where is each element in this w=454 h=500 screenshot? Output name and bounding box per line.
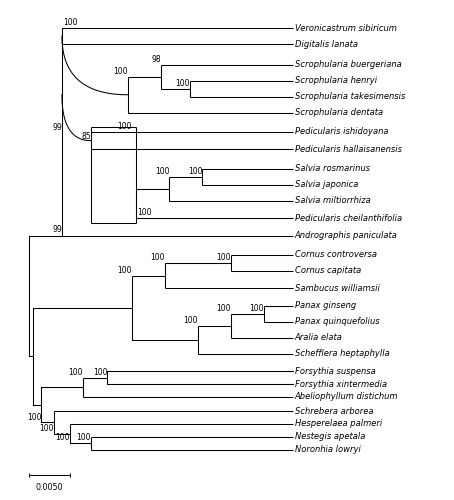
Text: Salvia miltiorrhiza: Salvia miltiorrhiza xyxy=(295,196,370,205)
Text: Scrophularia buergeriana: Scrophularia buergeriana xyxy=(295,60,401,70)
Text: Abeliophyllum distichum: Abeliophyllum distichum xyxy=(295,392,398,402)
Text: Schrebera arborea: Schrebera arborea xyxy=(295,406,373,416)
Text: Pedicularis hallaisanensis: Pedicularis hallaisanensis xyxy=(295,145,402,154)
Text: 100: 100 xyxy=(93,368,107,377)
Text: Cornus controversa: Cornus controversa xyxy=(295,250,377,260)
Text: 100: 100 xyxy=(56,434,70,442)
Text: 100: 100 xyxy=(175,79,190,88)
Text: 100: 100 xyxy=(68,368,83,377)
Text: Andrographis paniculata: Andrographis paniculata xyxy=(295,231,398,240)
Text: Salvia japonica: Salvia japonica xyxy=(295,180,358,189)
Text: Salvia rosmarinus: Salvia rosmarinus xyxy=(295,164,370,173)
Text: 100: 100 xyxy=(63,18,78,26)
Text: Hesperelaea palmeri: Hesperelaea palmeri xyxy=(295,420,382,428)
Text: Pedicularis ishidoyana: Pedicularis ishidoyana xyxy=(295,128,388,136)
Text: Cornus capitata: Cornus capitata xyxy=(295,266,361,276)
Text: 100: 100 xyxy=(217,253,231,262)
Text: 98: 98 xyxy=(151,55,161,64)
Text: Panax quinquefolius: Panax quinquefolius xyxy=(295,318,379,326)
Text: 100: 100 xyxy=(217,304,231,313)
Text: Scrophularia dentata: Scrophularia dentata xyxy=(295,108,383,117)
Text: Nestegis apetala: Nestegis apetala xyxy=(295,432,365,442)
Text: Pedicularis cheilanthifolia: Pedicularis cheilanthifolia xyxy=(295,214,402,222)
Text: 100: 100 xyxy=(188,167,202,176)
Text: 100: 100 xyxy=(183,316,198,325)
Text: Veronicastrum sibiricum: Veronicastrum sibiricum xyxy=(295,24,396,32)
Text: 100: 100 xyxy=(117,122,131,131)
Text: 100: 100 xyxy=(151,253,165,262)
Text: 100: 100 xyxy=(155,167,169,176)
Text: Forsythia xintermedia: Forsythia xintermedia xyxy=(295,380,387,388)
Text: 85: 85 xyxy=(81,132,91,140)
Text: 100: 100 xyxy=(76,434,91,442)
Text: Digitalis lanata: Digitalis lanata xyxy=(295,40,358,48)
Text: 100: 100 xyxy=(118,266,132,274)
Text: Aralia elata: Aralia elata xyxy=(295,334,343,342)
Text: 100: 100 xyxy=(114,67,128,76)
Text: Forsythia suspensa: Forsythia suspensa xyxy=(295,367,375,376)
Text: Schefflera heptaphylla: Schefflera heptaphylla xyxy=(295,350,390,358)
Text: Noronhia lowryi: Noronhia lowryi xyxy=(295,445,360,454)
Text: Panax ginseng: Panax ginseng xyxy=(295,302,356,310)
Text: 100: 100 xyxy=(138,208,152,218)
Text: Scrophularia henryi: Scrophularia henryi xyxy=(295,76,377,86)
Text: 99: 99 xyxy=(52,123,62,132)
Text: 0.0050: 0.0050 xyxy=(36,483,64,492)
Text: Scrophularia takesimensis: Scrophularia takesimensis xyxy=(295,92,405,102)
Text: 100: 100 xyxy=(250,304,264,313)
Text: 99: 99 xyxy=(52,225,62,234)
Text: Sambucus williamsii: Sambucus williamsii xyxy=(295,284,380,293)
Text: 100: 100 xyxy=(27,412,41,422)
Text: 100: 100 xyxy=(39,424,54,433)
